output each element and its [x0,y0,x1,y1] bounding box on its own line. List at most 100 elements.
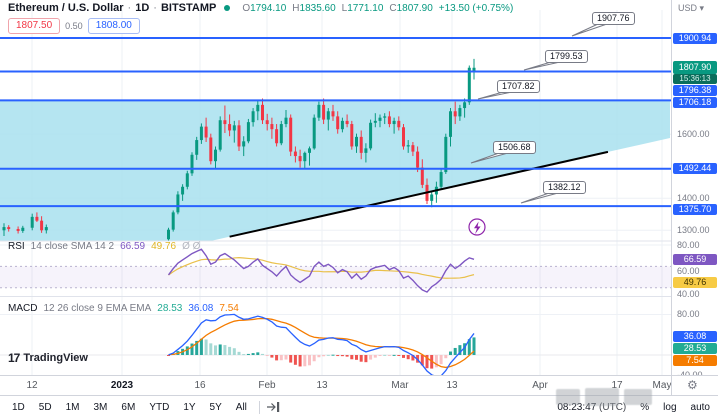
candle [171,212,175,230]
macd-histogram-bar [434,355,438,368]
range-button-ytd[interactable]: YTD [149,401,170,413]
callout-tail [523,61,561,71]
candle [185,173,189,187]
candle [167,229,170,240]
candle [256,104,260,112]
macd-histogram-bar [369,355,373,360]
macd-histogram-bar [237,351,241,355]
macd-histogram-bar [303,355,307,367]
candle [40,220,44,231]
candles-layer [2,58,476,241]
rsi-sma-line [168,257,475,279]
interval-button[interactable]: 1D [135,2,150,14]
macd-histogram-bar [261,353,264,355]
candle [453,111,457,117]
range-button-5y[interactable]: 5Y [209,401,222,413]
macd-histogram-bar [265,355,269,356]
price-pane[interactable] [0,58,671,288]
candle [312,117,316,149]
range-button-3m[interactable]: 3M [93,401,108,413]
macd-histogram-bar [383,354,387,356]
rsi-pane[interactable] [0,244,671,293]
time-axis-label: 2023 [110,380,134,391]
chevron-down-icon: ▾ [699,3,705,13]
macd-histogram-bar [256,352,260,355]
macd-histogram-bar [214,345,217,355]
range-button-5d[interactable]: 5D [38,401,52,413]
go-to-date-icon[interactable] [266,401,281,413]
candle [195,140,199,155]
candle [449,111,452,137]
range-button-all[interactable]: All [235,401,247,413]
rsi-line [167,248,475,293]
rsi-band [0,266,671,288]
price-callout[interactable]: 1382.12 [543,181,586,194]
candle [35,216,39,221]
candle [21,227,25,231]
price-level-label: 66.59 [673,253,717,265]
lightning-bolt-icon[interactable] [468,218,486,236]
macd-histogram-bar [223,345,227,355]
macd-histogram-bar [209,343,213,355]
market-open-dot-icon [224,5,231,11]
macd-pane[interactable] [0,313,671,376]
macd-histogram-bar [218,344,222,355]
price-level-label: 1492.44 [673,163,717,175]
gear-icon[interactable]: ⚙ [687,378,698,392]
chart-canvas[interactable] [0,0,671,395]
buy-price-button[interactable]: 1808.00 [87,18,140,34]
chart-header: Ethereum / U.S. Dollar · 1D · BITSTAMP O… [8,2,513,34]
price-scale[interactable]: USD ▾ 1900.94 1807.90 15:36:13 1796.38 1706.… [671,0,718,395]
macd-histogram-bar [298,355,302,367]
price-callout[interactable]: 1707.82 [497,80,540,93]
macd-histogram-bar [359,355,363,362]
candle [326,111,330,120]
scale-gridline-label: 80.00 [677,309,700,320]
candle [406,145,410,147]
macd-histogram-bar [326,354,330,356]
range-button-1m[interactable]: 1M [65,401,80,413]
candle [289,117,293,152]
candle [411,145,415,152]
macd-histogram-bar [425,355,429,369]
price-callout[interactable]: 1799.53 [545,50,588,63]
candle [364,148,368,153]
scale-gridline-label: 1300.00 [677,225,710,236]
sell-price-button[interactable]: 1807.50 [8,18,61,34]
callout-tail [571,23,608,37]
symbol-button[interactable]: Ethereum / U.S. Dollar [8,2,124,14]
price-callout[interactable]: 1506.68 [493,141,536,154]
candle [7,227,11,230]
time-axis-label: Apr [532,380,548,391]
range-button-1d[interactable]: 1D [12,401,25,413]
price-callout[interactable]: 1907.76 [592,12,635,25]
toolbar-divider [258,400,260,414]
macd-histogram-bar [444,355,448,359]
triangle-zone[interactable] [0,100,670,288]
candle [303,152,307,162]
auto-scale-button[interactable]: auto [690,401,710,413]
time-axis[interactable]: 12 2023 16 Feb 13 Mar 13 Apr 17 May ⚙ [0,375,718,396]
range-button-6m[interactable]: 6M [121,401,136,413]
session-clock[interactable]: 08:23:47 (UTC) [557,401,627,413]
tradingview-logo-mark-icon: 17 [8,351,20,365]
macd-histogram-bar [199,338,203,355]
candle [472,67,476,73]
currency-menu[interactable]: USD ▾ [678,3,705,13]
rsi-value: 66.59 [120,241,146,252]
price-level-label: 1900.94 [673,32,717,44]
scale-gridline-label: 60.00 [677,265,700,276]
scale-gridline-label: 40.00 [677,288,700,299]
candle [44,227,48,231]
macd-histogram-bar [411,355,415,361]
log-scale-button[interactable]: log [663,401,677,413]
macd-histogram-bar [270,355,274,358]
macd-histogram-bar [355,355,358,360]
ascending-trendline[interactable] [229,150,609,238]
macd-histogram-bar [228,346,232,355]
percent-scale-button[interactable]: % [640,401,650,413]
price-level-label: 1796.38 [673,85,717,97]
range-button-1y[interactable]: 1Y [183,401,196,413]
tradingview-logo[interactable]: 17 TradingView [8,351,88,365]
macd-line [168,313,475,375]
